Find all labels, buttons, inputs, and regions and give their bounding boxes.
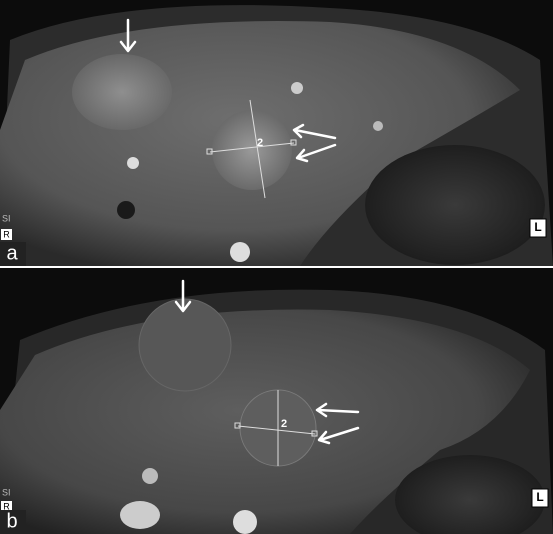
vessel	[120, 501, 160, 529]
measure-handle	[290, 139, 297, 146]
measure-line	[237, 425, 316, 435]
vessel	[230, 242, 250, 262]
lesion	[72, 54, 172, 130]
vessel	[127, 157, 139, 169]
measure-label: 2	[281, 418, 287, 430]
measure-handle	[206, 148, 213, 155]
arrow	[119, 18, 137, 53]
measure-label: 2	[257, 137, 263, 149]
measure-handle	[234, 422, 241, 429]
measure-line	[249, 99, 266, 199]
arrow	[315, 402, 360, 418]
panel-label: a	[6, 242, 18, 264]
side-label: R	[3, 501, 10, 511]
side-label: L	[536, 490, 543, 504]
label-box	[1, 501, 12, 512]
measure-handle	[311, 430, 318, 437]
label-box	[531, 488, 549, 508]
vessel	[233, 510, 257, 534]
side-label: L	[534, 220, 541, 234]
arrow	[317, 426, 360, 445]
label-box	[1, 229, 12, 240]
panel-b: 2 SI R L b	[0, 268, 553, 534]
label-box	[529, 218, 547, 238]
panel-label-box	[0, 242, 26, 266]
arrow	[174, 279, 192, 313]
side-label: R	[3, 229, 10, 239]
side-label: SI	[2, 213, 11, 223]
measure-line	[209, 142, 295, 153]
panel-label-box	[0, 510, 26, 534]
arrow	[292, 123, 337, 140]
arrow	[295, 143, 337, 163]
stomach	[395, 455, 545, 534]
lesion	[138, 298, 232, 392]
panel-label: b	[6, 510, 17, 532]
vessel	[117, 201, 135, 219]
vessel	[291, 82, 303, 94]
vessel	[373, 121, 383, 131]
lesion	[212, 110, 292, 190]
panel-a: 2 SI R L a	[0, 0, 553, 266]
stomach	[365, 145, 545, 265]
side-label: SI	[2, 487, 11, 497]
vessel	[142, 468, 158, 484]
